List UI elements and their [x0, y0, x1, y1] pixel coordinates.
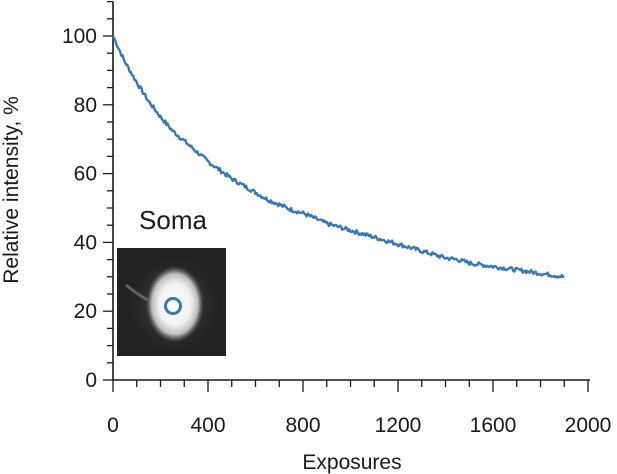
- inset-title: Soma: [139, 205, 207, 235]
- y-tick-label: 20: [74, 300, 97, 323]
- cell-process: [125, 283, 149, 302]
- roi-circle-icon: [164, 297, 182, 315]
- series-layer: [111, 35, 565, 279]
- x-tick-label: 400: [190, 414, 225, 437]
- y-tick-label: 60: [74, 163, 97, 186]
- soma-inset: Soma: [117, 205, 226, 356]
- x-tick-label: 1200: [375, 414, 422, 437]
- x-tick-label: 0: [107, 414, 119, 437]
- tick-labels: 0 20 40 60 80 100 0 400 800 1200 1600 2000: [62, 25, 611, 437]
- y-tick-label: 100: [62, 25, 97, 48]
- y-tick-label: 80: [74, 94, 97, 117]
- x-tick-label: 2000: [565, 414, 612, 437]
- ticks: [103, 0, 589, 392]
- y-tick-label: 0: [85, 369, 97, 392]
- x-tick-label: 800: [285, 414, 320, 437]
- series-line-0: [111, 35, 565, 279]
- x-tick-label: 1600: [470, 414, 517, 437]
- y-axis-title: Relative intensity, %: [0, 96, 23, 284]
- y-tick-label: 40: [74, 231, 97, 254]
- cell-body: [146, 266, 204, 343]
- x-axis-title: Exposures: [302, 451, 401, 474]
